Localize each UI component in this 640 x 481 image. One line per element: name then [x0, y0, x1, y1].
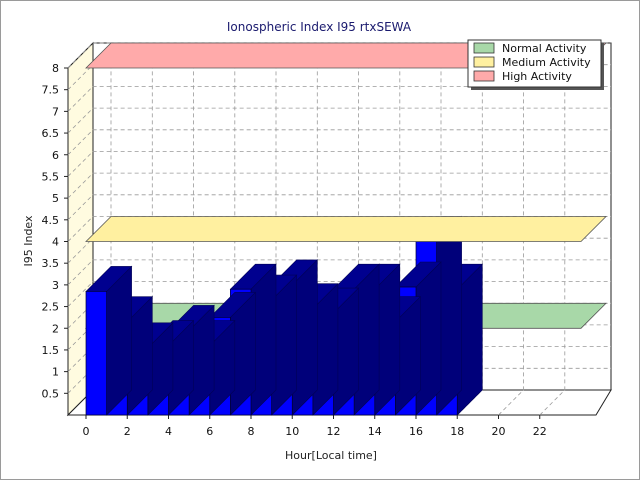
y-axis-title: I95 Index [22, 215, 35, 267]
bars [85, 215, 484, 416]
band-medium-activity [85, 216, 607, 242]
x-tick-label: 6 [206, 425, 213, 438]
legend-label-medium: Medium Activity [502, 56, 591, 69]
y-tick-label: 7 [52, 105, 59, 118]
y-tick-label: 3 [52, 279, 59, 292]
y-tick-label: 2.5 [42, 301, 60, 314]
y-tick-label: 4.5 [42, 214, 60, 227]
x-tick-label: 14 [368, 425, 382, 438]
y-tick-label: 0.5 [42, 387, 60, 400]
y-gridline [67, 129, 611, 156]
legend-swatch-medium [473, 56, 495, 68]
bar-side [106, 265, 132, 416]
y-tick-label: 2 [52, 322, 59, 335]
legend-label-normal: Normal Activity [502, 42, 587, 55]
y-tick-label: 1 [52, 366, 59, 379]
legend: Normal Activity Medium Activity High Act… [467, 39, 604, 90]
y-tick-label: 4 [52, 236, 59, 249]
x-axis-ticks: 0 2 4 6 8 10 12 14 16 18 20 22 [83, 415, 547, 438]
activity-bands-front [85, 216, 607, 242]
x-axis-title: Hour[Local time] [285, 449, 377, 462]
y-gridline [67, 194, 611, 221]
x-tick-label: 2 [124, 425, 131, 438]
y-tick-label: 6.5 [42, 127, 60, 140]
y-gridline [67, 172, 611, 199]
y-tick-label: 1.5 [42, 344, 60, 357]
bar [85, 265, 133, 416]
y-tick-label: 6 [52, 149, 59, 162]
legend-label-high: High Activity [502, 70, 572, 83]
x-tick-label: 4 [165, 425, 172, 438]
y-tick-label: 5 [52, 192, 59, 205]
x-tick-label: 22 [533, 425, 547, 438]
y-gridline [67, 86, 611, 112]
x-tick-label: 16 [409, 425, 423, 438]
legend-swatch-high [473, 70, 495, 82]
y-gridline [67, 150, 611, 177]
x-tick-label: 10 [285, 425, 299, 438]
x-tick-label: 12 [327, 425, 341, 438]
y-gridline [67, 107, 611, 134]
x-tick-label: 18 [450, 425, 464, 438]
bar-front [85, 291, 107, 416]
x-tick-label: 20 [492, 425, 506, 438]
y-tick-label: 5.5 [42, 170, 60, 183]
legend-swatch-normal [473, 42, 495, 54]
chart-title: Ionospheric Index I95 rtxSEWA [227, 20, 412, 34]
y-tick-label: 8 [52, 62, 59, 75]
x-gridline [498, 43, 524, 416]
y-tick-label: 7.5 [42, 84, 60, 97]
y-tick-label: 3.5 [42, 257, 60, 270]
x-gridline [539, 43, 566, 416]
x-tick-label: 8 [248, 425, 255, 438]
y-axis-ticks: 0.5 1 1.5 2 2.5 3 3.5 4 4.5 5 5.5 6 6.5 7 7.5 8 [42, 62, 68, 400]
x-tick-label: 0 [83, 425, 90, 438]
